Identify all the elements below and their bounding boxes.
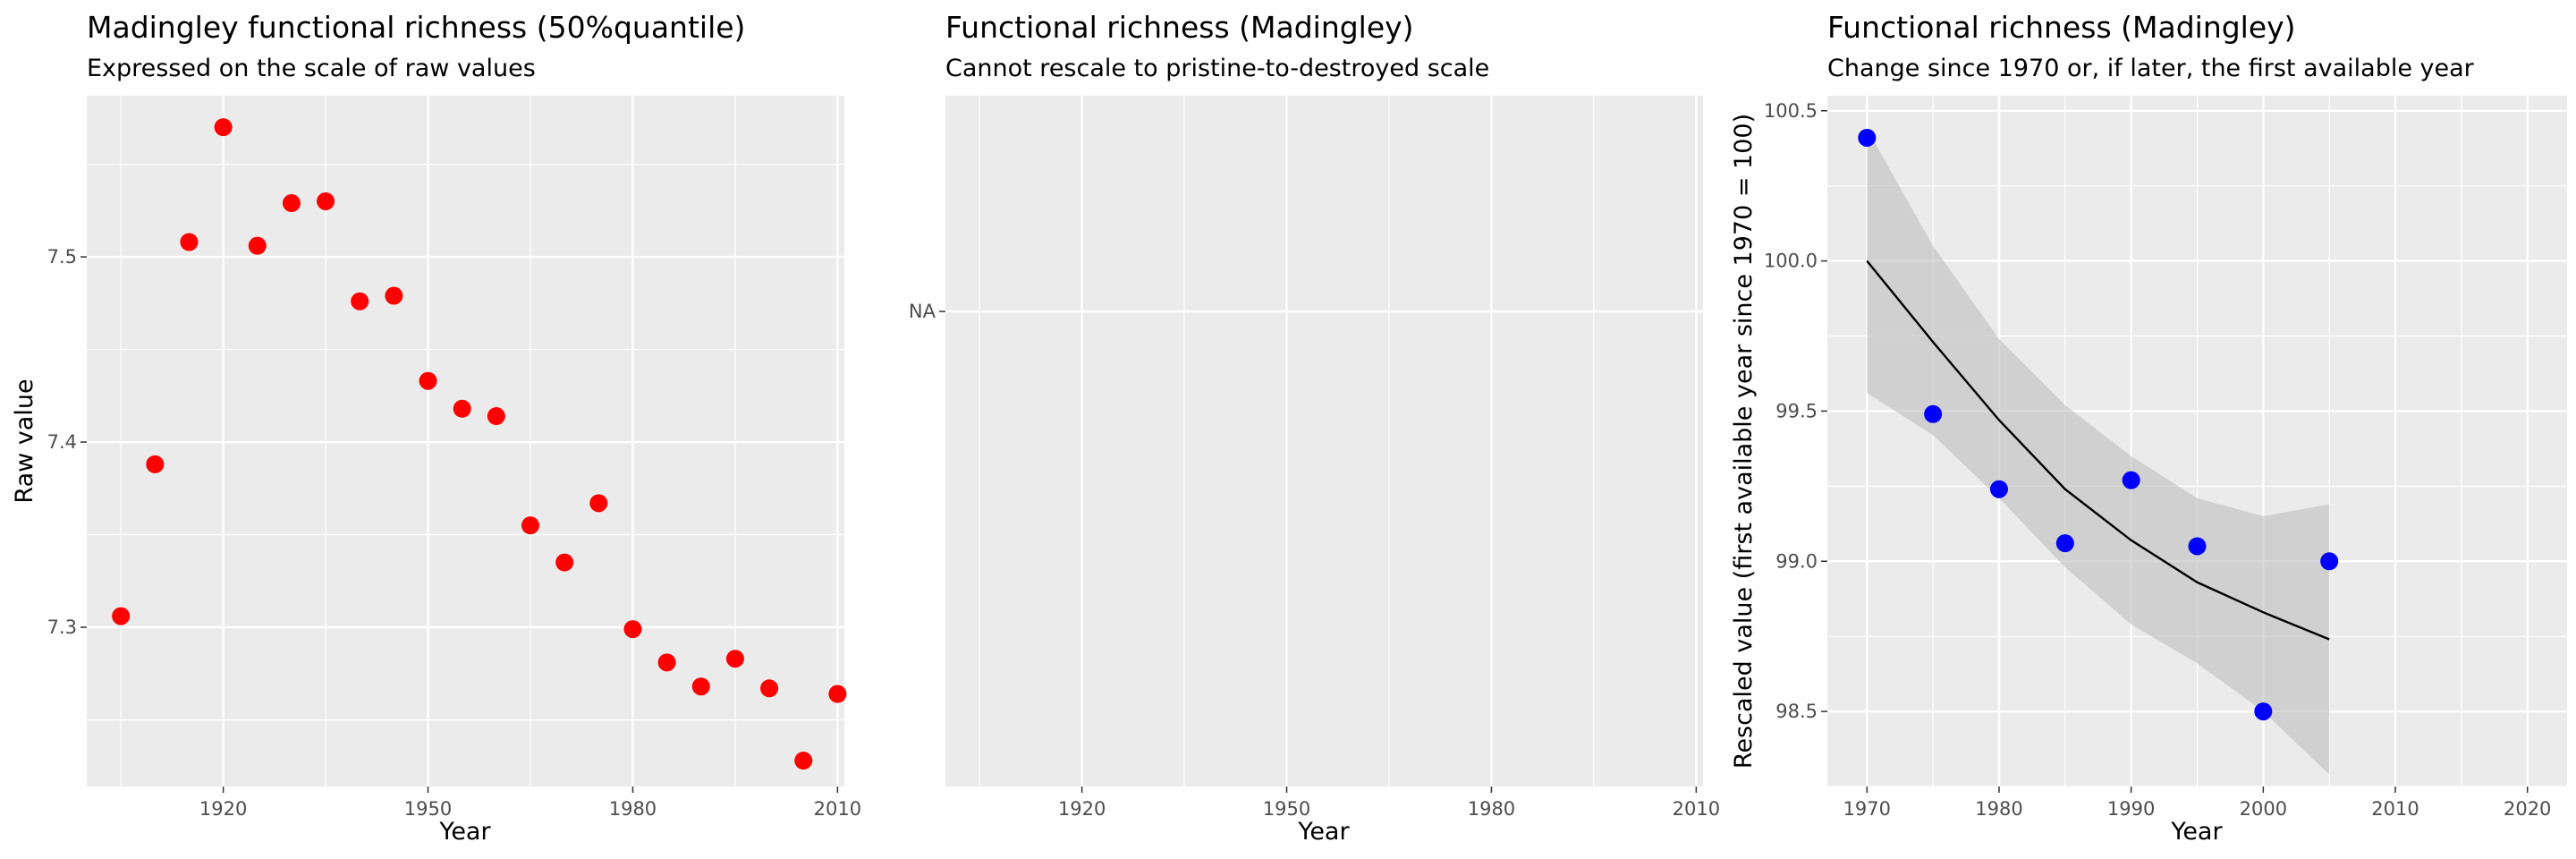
panel-1-ticks: 1920 1950 1980 2010 7.3 7.4 7.5	[47, 246, 862, 820]
data-point	[828, 685, 847, 703]
data-point	[2320, 552, 2339, 571]
panel-2-gridlines	[945, 96, 1703, 787]
data-point	[1924, 404, 1943, 423]
y-tick-label: 7.4	[47, 431, 77, 453]
panel-1-subtitle: Expressed on the scale of raw values	[87, 55, 536, 82]
x-tick-label: 1970	[1843, 798, 1891, 820]
y-tick-label: 98.5	[1775, 701, 1818, 722]
y-tick-label: NA	[909, 301, 936, 322]
y-tick-label: 99.5	[1775, 400, 1818, 421]
data-point	[2122, 471, 2140, 489]
panel-3-subtitle: Change since 1970 or, if later, the firs…	[1827, 55, 2475, 82]
panel-not-rescalable: Functional richness (Madingley) Cannot r…	[909, 10, 1720, 846]
data-point	[419, 371, 437, 390]
x-tick-label: 1950	[1263, 798, 1310, 820]
data-point	[112, 607, 131, 625]
panel-raw-values: Madingley functional richness (50%quanti…	[11, 10, 861, 846]
panel-3-title: Functional richness (Madingley)	[1827, 10, 2296, 45]
data-point	[691, 677, 710, 696]
data-point	[1989, 480, 2008, 498]
data-point	[2254, 702, 2273, 721]
data-point	[180, 233, 199, 251]
data-point	[2055, 534, 2074, 553]
data-point	[1858, 128, 1877, 147]
x-tick-label: 1980	[609, 798, 657, 820]
data-point	[214, 118, 233, 137]
panel-1-x-axis-title: Year	[438, 818, 491, 846]
panel-3-y-axis-title: Rescaled value (first available year sin…	[1730, 114, 1758, 769]
data-point	[760, 679, 779, 698]
confidence-ribbon	[1867, 128, 2330, 775]
x-tick-label: 1980	[1975, 798, 2022, 820]
x-tick-label: 2020	[2504, 798, 2551, 820]
y-tick-label: 7.3	[47, 617, 77, 638]
x-tick-label: 1990	[2107, 798, 2155, 820]
data-point	[2188, 537, 2207, 556]
data-point	[589, 494, 608, 513]
data-point	[657, 653, 676, 672]
data-point	[146, 455, 165, 473]
data-point	[453, 399, 471, 418]
panel-rescaled-change: Functional richness (Madingley) Change s…	[1730, 10, 2567, 846]
data-point	[317, 191, 335, 210]
x-tick-label: 1920	[1058, 798, 1106, 820]
y-tick-label: 99.0	[1775, 550, 1818, 572]
data-point	[521, 516, 539, 535]
x-tick-label: 1950	[404, 798, 452, 820]
data-point	[794, 752, 813, 770]
data-point	[351, 292, 369, 310]
data-point	[725, 650, 744, 668]
panel-2-x-axis-title: Year	[1297, 818, 1350, 846]
panel-2-title: Functional richness (Madingley)	[945, 10, 1414, 45]
panel-1-gridlines	[87, 96, 844, 787]
data-point	[555, 553, 574, 572]
panel-1-y-axis-title: Raw value	[11, 378, 38, 503]
trend-line	[1866, 259, 2330, 641]
data-point	[248, 236, 267, 255]
panel-3-marks	[1858, 128, 2339, 775]
panel-3-ticks: 1970 1980 1990 2000 2010 2020 98.5 99.0 99.5 100.…	[1764, 100, 2552, 820]
data-point	[623, 620, 642, 639]
x-tick-label: 2010	[814, 798, 861, 820]
panel-1-title: Madingley functional richness (50%quanti…	[87, 10, 745, 45]
x-tick-label: 2000	[2240, 798, 2287, 820]
panel-2-subtitle: Cannot rescale to pristine-to-destroyed …	[945, 55, 1489, 82]
data-point	[385, 286, 403, 305]
panel-2-plot-background	[945, 96, 1703, 787]
y-tick-label: 100.0	[1764, 251, 1818, 272]
y-tick-label: 100.5	[1764, 100, 1818, 122]
x-tick-label: 1920	[199, 798, 247, 820]
panel-1-points	[112, 118, 847, 770]
data-point	[282, 194, 301, 213]
data-point	[487, 407, 505, 426]
y-tick-label: 7.5	[47, 246, 77, 268]
x-tick-label: 2010	[2371, 798, 2419, 820]
panel-2-ticks: 1920 1950 1980 2010 NA	[909, 301, 1720, 820]
x-tick-label: 2010	[1673, 798, 1720, 820]
panel-3-x-axis-title: Year	[2170, 818, 2223, 846]
x-tick-label: 1980	[1468, 798, 1515, 820]
